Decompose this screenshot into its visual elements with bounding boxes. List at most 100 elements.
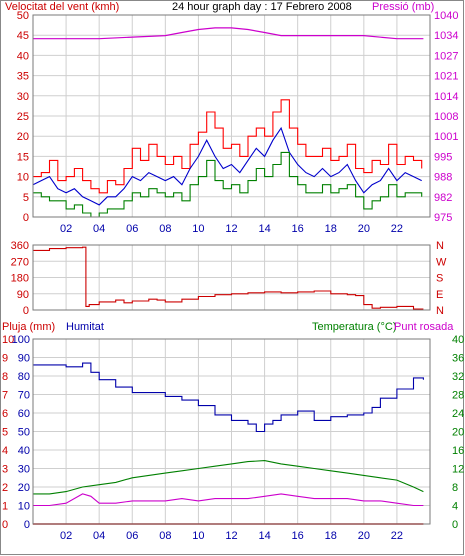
humidity-y-tick-label: 30 bbox=[18, 464, 30, 476]
wind-y-tick-label: 10 bbox=[17, 172, 29, 184]
humidity-y-tick-label: 10 bbox=[18, 501, 30, 513]
compass-label: W bbox=[436, 256, 447, 268]
temperature-line bbox=[33, 460, 424, 495]
compass-label: N bbox=[436, 305, 444, 317]
wind-y-tick-label: 40 bbox=[17, 50, 29, 62]
x-tick-label: 20 bbox=[358, 530, 370, 542]
humidity-y-tick-label: 0 bbox=[24, 519, 30, 531]
rain-y-tick-label: 1 bbox=[2, 501, 8, 513]
x-tick-label: 18 bbox=[325, 223, 337, 235]
x-tick-label: 12 bbox=[225, 223, 237, 235]
direction-y-tick-label: 180 bbox=[11, 273, 29, 285]
humidity-y-tick-label: 80 bbox=[18, 371, 30, 383]
humidity-line bbox=[33, 362, 424, 433]
wind-y-tick-label: 50 bbox=[17, 10, 29, 22]
wind-min-line bbox=[33, 151, 423, 218]
wind-y-tick-label: 15 bbox=[17, 151, 29, 163]
pressure-y-tick-label: 975 bbox=[434, 212, 452, 224]
pressure-y-tick-label: 1034 bbox=[434, 30, 458, 42]
x-tick-label: 10 bbox=[192, 223, 204, 235]
temperature-y-tick-label: 24 bbox=[452, 408, 464, 420]
pressure-axis-title: Pressió (mb) bbox=[372, 1, 434, 13]
wind-y-tick-label: 30 bbox=[17, 91, 29, 103]
x-tick-label: 16 bbox=[292, 223, 304, 235]
graph-title: 24 hour graph day : 17 Febrero 2008 bbox=[172, 1, 352, 13]
temperature-y-tick-label: 20 bbox=[452, 427, 464, 439]
rain-y-tick-label: 4 bbox=[2, 445, 8, 457]
pressure-y-tick-label: 988 bbox=[434, 172, 452, 184]
x-tick-label: 22 bbox=[391, 223, 403, 235]
x-tick-label: 14 bbox=[258, 223, 270, 235]
temperature-y-tick-label: 40 bbox=[452, 334, 464, 346]
x-tick-label: 20 bbox=[358, 223, 370, 235]
x-tick-label: 10 bbox=[192, 530, 204, 542]
humidity-y-tick-label: 20 bbox=[18, 482, 30, 494]
temperature-y-tick-label: 12 bbox=[452, 464, 464, 476]
direction-y-tick-label: 0 bbox=[23, 305, 29, 317]
wind-avg-line bbox=[32, 126, 422, 206]
pressure-line bbox=[33, 27, 424, 40]
direction-y-tick-label: 360 bbox=[11, 240, 29, 252]
rain-y-tick-label: 8 bbox=[2, 371, 8, 383]
humidity-y-tick-label: 50 bbox=[18, 427, 30, 439]
direction-y-tick-label: 270 bbox=[11, 256, 29, 268]
wind-y-tick-label: 35 bbox=[17, 71, 29, 83]
dewpoint-line bbox=[33, 493, 424, 507]
wind-y-tick-label: 5 bbox=[23, 192, 29, 204]
x-tick-label: 08 bbox=[159, 223, 171, 235]
x-tick-label: 04 bbox=[93, 223, 105, 235]
rain-y-tick-label: 2 bbox=[2, 482, 8, 494]
rain-y-tick-label: 7 bbox=[2, 390, 8, 402]
rain-y-tick-label: 9 bbox=[2, 353, 8, 365]
wind-panel-frame bbox=[32, 14, 431, 218]
temperature-y-tick-label: 32 bbox=[452, 371, 464, 383]
humidity-axis-title: Humitat bbox=[66, 321, 104, 333]
humidity-y-tick-label: 100 bbox=[12, 334, 30, 346]
wind-direction-line bbox=[33, 246, 424, 310]
temperature-y-tick-label: 16 bbox=[452, 445, 464, 457]
compass-label: N bbox=[436, 240, 444, 252]
rain-y-tick-label: 6 bbox=[2, 408, 8, 420]
humidity-y-tick-label: 60 bbox=[18, 408, 30, 420]
x-tick-label: 08 bbox=[159, 530, 171, 542]
humidity-y-tick-label: 90 bbox=[18, 353, 30, 365]
rain-axis-title: Pluja (mm) bbox=[2, 321, 55, 333]
wind-y-tick-label: 25 bbox=[17, 111, 29, 123]
temperature-y-tick-label: 4 bbox=[452, 501, 458, 513]
x-tick-label: 02 bbox=[60, 530, 72, 542]
pressure-y-tick-label: 1027 bbox=[434, 50, 458, 62]
temperature-y-tick-label: 28 bbox=[452, 390, 464, 402]
wind-max-line bbox=[33, 99, 423, 194]
pressure-y-tick-label: 982 bbox=[434, 192, 452, 204]
temperature-y-tick-label: 36 bbox=[452, 353, 464, 365]
direction-y-tick-label: 90 bbox=[17, 289, 29, 301]
rain-y-tick-label: 3 bbox=[2, 464, 8, 476]
wind-axis-title: Velocitat del vent (kmh) bbox=[5, 1, 119, 13]
x-tick-label: 04 bbox=[93, 530, 105, 542]
x-tick-label: 16 bbox=[292, 530, 304, 542]
pressure-y-tick-label: 1040 bbox=[434, 10, 458, 22]
x-tick-label: 18 bbox=[325, 530, 337, 542]
humidity-y-tick-label: 70 bbox=[18, 390, 30, 402]
x-tick-label: 06 bbox=[126, 223, 138, 235]
compass-label: E bbox=[436, 289, 443, 301]
wind-y-tick-label: 0 bbox=[23, 212, 29, 224]
rain-y-tick-label: 10 bbox=[2, 334, 14, 346]
pressure-y-tick-label: 1021 bbox=[434, 71, 458, 83]
dewpoint-axis-title: Punt rosada bbox=[394, 321, 454, 333]
temperature-y-tick-label: 8 bbox=[452, 482, 458, 494]
x-tick-label: 22 bbox=[391, 530, 403, 542]
x-tick-label: 14 bbox=[258, 530, 270, 542]
climate-panel-frame bbox=[32, 338, 431, 525]
rain-y-tick-label: 0 bbox=[2, 519, 8, 531]
rain-y-tick-label: 5 bbox=[2, 427, 8, 439]
x-tick-label: 06 bbox=[126, 530, 138, 542]
pressure-y-tick-label: 995 bbox=[434, 151, 452, 163]
direction-panel-frame bbox=[32, 244, 431, 311]
humidity-y-tick-label: 40 bbox=[18, 445, 30, 457]
pressure-y-tick-label: 1014 bbox=[434, 91, 458, 103]
x-tick-label: 02 bbox=[60, 223, 72, 235]
